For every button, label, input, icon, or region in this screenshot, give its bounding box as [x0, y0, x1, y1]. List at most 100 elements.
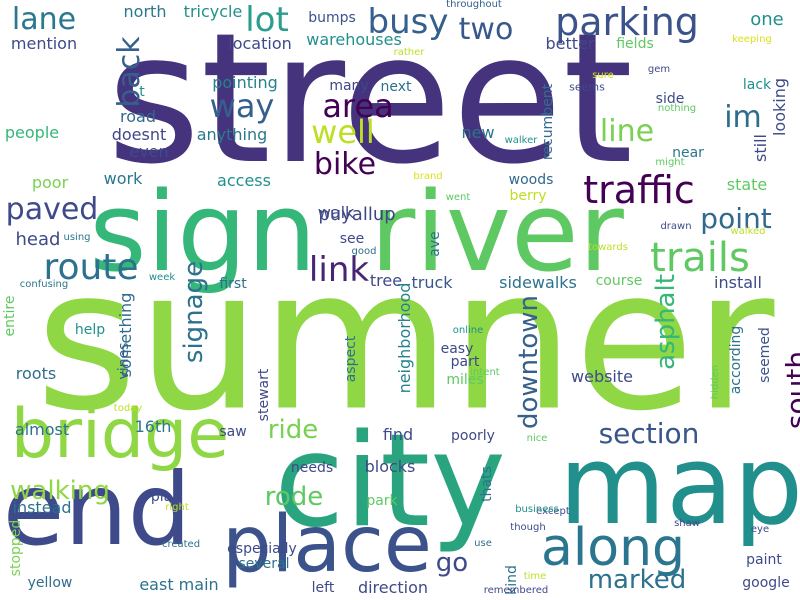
word-busy: busy	[367, 2, 449, 42]
word-warehouses: warehouses	[306, 30, 402, 49]
word-parking: parking	[555, 0, 699, 44]
word-tricycle: tricycle	[183, 2, 243, 21]
word-east-main: east main	[139, 575, 219, 594]
word-place: place	[222, 500, 432, 590]
word-street: street	[106, 0, 634, 204]
word-people: people	[4, 123, 60, 142]
word-marked: marked	[587, 565, 687, 595]
word-asphalt: asphalt	[651, 274, 681, 370]
word-vines: vines	[116, 342, 132, 380]
word-doesnt: doesnt	[111, 125, 167, 144]
word-state: state	[726, 175, 768, 194]
word-link: link	[308, 250, 370, 290]
word-puyallup: puyallup	[318, 204, 396, 225]
word-stewart: stewart	[256, 368, 272, 422]
word-business: business	[515, 504, 559, 515]
word-time: time	[523, 571, 547, 582]
word-work: work	[103, 169, 143, 188]
word-area: area	[322, 87, 394, 125]
word-walker: walker	[504, 135, 538, 146]
word-point: point	[700, 202, 772, 235]
word-miles: miles	[446, 372, 484, 388]
word-today: today	[113, 403, 143, 414]
word-lack: lack	[742, 77, 772, 93]
word-paved: paved	[5, 192, 99, 227]
word-fields: fields	[616, 36, 654, 52]
word-way: way	[209, 87, 275, 125]
word-easy: easy	[440, 341, 474, 357]
word-pointing: pointing	[212, 73, 278, 92]
word-plan: plan	[150, 489, 182, 505]
word-needs: needs	[290, 460, 334, 476]
word-line: line	[599, 114, 655, 149]
word-tree: tree	[369, 271, 403, 290]
word-according: according	[728, 325, 744, 395]
word-many: many	[329, 78, 369, 94]
word-created: created	[161, 539, 201, 550]
word-park: park	[366, 493, 398, 509]
word-south: south	[780, 350, 800, 430]
word-direction: direction	[357, 578, 429, 597]
word-near: near	[672, 145, 704, 161]
word-using: using	[63, 232, 91, 243]
word-river: river	[370, 168, 624, 296]
word-almost: almost	[14, 420, 70, 439]
word-bridge: bridge	[10, 395, 230, 474]
word-berry: berry	[509, 188, 547, 204]
word-city: city	[274, 407, 506, 556]
word-access: access	[217, 171, 271, 190]
word-walk: walk	[317, 203, 355, 222]
word-end: end	[2, 451, 192, 568]
word-entire: entire	[2, 295, 18, 337]
word-poorly: poorly	[451, 428, 495, 444]
word-section: section	[598, 417, 700, 450]
word-remembered: remembered	[483, 585, 549, 596]
word-saw: saw	[219, 424, 247, 440]
word-even: even	[129, 142, 169, 161]
word-left: left	[311, 580, 335, 596]
word-see: see	[339, 231, 365, 247]
word-sidewalks: sidewalks	[499, 273, 577, 292]
word-roots: roots	[15, 364, 57, 383]
word-well: well	[311, 113, 375, 151]
word-location: location	[228, 34, 292, 53]
word-trails: trails	[650, 235, 750, 281]
word-thats: thats	[479, 466, 495, 502]
word-keeping: keeping	[732, 34, 772, 45]
word-rode: rode	[264, 482, 324, 512]
word-seems: seems	[569, 80, 605, 94]
word-walked: walked	[730, 226, 766, 237]
word-hidden: hidden	[710, 364, 721, 400]
word-nice: nice	[526, 433, 548, 444]
word-intent: intent	[470, 367, 500, 378]
word-part: part	[450, 354, 480, 370]
word-traffic: traffic	[583, 168, 695, 212]
word-still: still	[751, 134, 770, 162]
word-poor: poor	[31, 173, 69, 192]
word-online: online	[452, 325, 484, 336]
word-google: google	[742, 575, 790, 591]
word-except: except	[536, 506, 570, 517]
word-rather: rather	[393, 47, 425, 58]
word-week: week	[148, 272, 176, 283]
word-along: along	[540, 518, 686, 578]
word-sure: sure	[592, 70, 614, 81]
word-went: went	[445, 192, 471, 203]
word-map: map	[558, 421, 800, 549]
word-first: first	[219, 276, 247, 292]
word-looking: looking	[770, 77, 789, 137]
word-ave: ave	[427, 231, 443, 257]
word-recumbent: recumbent	[540, 83, 556, 161]
word-anything: anything	[196, 125, 268, 144]
word-stopped: stopped	[8, 519, 24, 577]
word-find: find	[382, 425, 414, 444]
word-gem: gem	[647, 64, 671, 75]
word-bike: bike	[313, 147, 377, 182]
word-brand: brand	[413, 171, 443, 182]
word-lot: lot	[245, 0, 289, 40]
word-woods: woods	[508, 172, 554, 188]
word-install: install	[714, 273, 762, 292]
word-instead: instead	[12, 498, 72, 517]
word-new: new	[461, 123, 495, 142]
